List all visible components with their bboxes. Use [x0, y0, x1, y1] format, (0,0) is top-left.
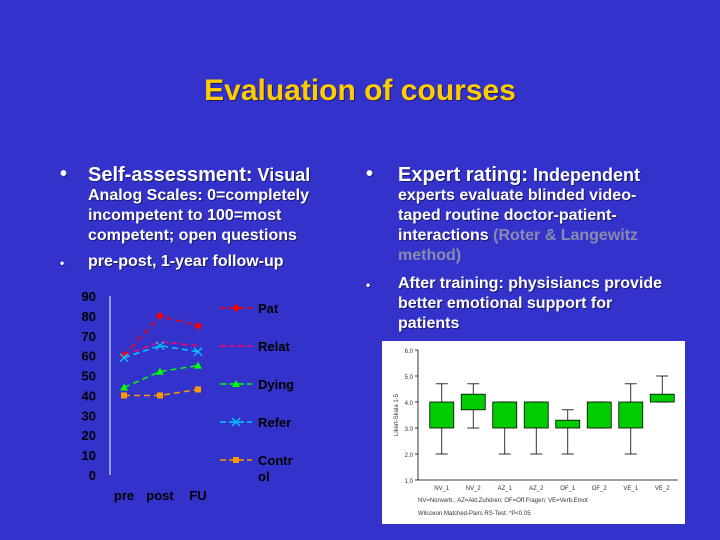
legend-label: Pat	[258, 301, 279, 316]
bullet-text: pre-post, 1-year follow-up	[88, 253, 284, 270]
left-bullet-list: • Self-assessment: Visual Analog Scales:…	[60, 163, 320, 272]
bullet-dot-icon: •	[366, 278, 371, 292]
y-tick-label: 10	[82, 448, 96, 463]
box-of_1	[555, 409, 581, 455]
series-marker	[233, 457, 239, 463]
series-marker	[155, 341, 165, 351]
legend-label: Refer	[258, 415, 291, 430]
box-body	[586, 401, 612, 429]
bullet-heading: Self-assessment:	[88, 164, 253, 186]
box-ve_2	[649, 375, 675, 403]
bullet-body: experts evaluate blinded video-taped rou…	[398, 187, 637, 244]
footnote-test: Wilcoxon Matched-Pairs RS-Test: *P<0.05	[418, 511, 531, 517]
y-tick-label: 6.0	[405, 349, 414, 355]
y-tick-label: 30	[82, 408, 96, 423]
series-marker	[195, 386, 201, 393]
bullet-dot-icon: •	[60, 163, 68, 185]
x-tick-label: VE_2	[655, 486, 670, 492]
method-reference: (Roter & Langewitz method)	[398, 227, 639, 264]
series-refer: Refer	[119, 341, 291, 430]
legend-label: Dying	[258, 377, 294, 392]
legend-label: Relat	[258, 339, 290, 354]
y-tick-label: 4.0	[405, 401, 414, 407]
series-line	[123, 364, 199, 389]
box-az_1	[492, 401, 518, 455]
bullet-dot-icon: •	[366, 163, 374, 185]
right-bullet-list: • Expert rating: Independent experts eva…	[366, 163, 666, 334]
y-tick-label: 80	[82, 309, 96, 324]
box-nv_1	[429, 383, 455, 455]
series-dying: Dying	[120, 361, 294, 392]
series-marker	[231, 417, 241, 427]
y-tick-label: 50	[82, 369, 96, 384]
x-tick-label: AZ_2	[529, 486, 544, 492]
bullet-text: Visual	[252, 165, 311, 185]
box-body	[429, 401, 455, 429]
bullet-follow-up: • pre-post, 1-year follow-up	[60, 252, 320, 272]
bullet-self-assessment: • Self-assessment: Visual	[60, 163, 320, 186]
series-marker	[232, 304, 240, 312]
series-marker	[157, 392, 163, 399]
y-tick-label: 20	[82, 428, 96, 443]
y-tick-label: 40	[82, 388, 96, 403]
series-marker	[156, 311, 164, 320]
x-tick-label: AZ_1	[498, 486, 513, 492]
series-line	[123, 344, 199, 359]
x-tick-label: post	[146, 488, 174, 503]
series-marker	[194, 321, 202, 330]
y-tick-label: 2.0	[405, 453, 414, 459]
series-marker	[120, 383, 128, 391]
box-body	[460, 393, 486, 411]
bullet-text: Independent	[528, 165, 641, 185]
x-tick-label: VE_1	[623, 486, 638, 492]
y-tick-label: 0	[89, 468, 96, 483]
series-marker	[232, 380, 240, 387]
series-pat: Pat	[120, 301, 279, 360]
box-body	[555, 419, 581, 429]
slide-title: Evaluation of courses	[204, 74, 516, 107]
box-plot-chart: 1.0 2.0 3.0 4.0 5.0 6.0 Likert-Skala 1-5 NV_1 NV…	[382, 341, 685, 524]
bullet-text: After training: physisiancs provide bett…	[398, 275, 663, 332]
box-az_2	[523, 401, 549, 455]
series-line	[123, 340, 199, 357]
series-relat: Relat	[123, 339, 290, 357]
x-tick-label: OF_2	[592, 486, 608, 492]
bullet-expert-rating: • Expert rating: Independent	[366, 163, 666, 186]
bullet-heading: Expert rating:	[398, 164, 529, 186]
box-body	[649, 393, 675, 403]
x-tick-label: NV_1	[434, 486, 450, 492]
bullet-text-continued: experts evaluate blinded video-taped rou…	[366, 186, 666, 266]
box-body	[618, 401, 644, 429]
series-marker	[193, 347, 203, 357]
x-tick-label: NV_2	[466, 486, 482, 492]
series-marker	[121, 392, 127, 399]
x-tick-label: FU	[189, 488, 206, 503]
bullet-after-training: • After training: physisiancs provide be…	[366, 274, 666, 334]
legend-label: ol	[258, 469, 270, 484]
y-tick-label: 60	[82, 349, 96, 364]
y-tick-label: 70	[82, 329, 96, 344]
y-tick-label: 3.0	[405, 427, 414, 433]
series-marker	[119, 353, 129, 363]
x-tick-label: pre	[114, 488, 134, 503]
y-tick-label: 1.0	[405, 479, 414, 485]
box-body	[492, 401, 518, 429]
box-nv_2	[460, 383, 486, 429]
footnote-abbreviations: NV=Nonverb.; AZ=Akt.Zuhören; OF=Off.Frag…	[418, 498, 588, 504]
box-body	[523, 401, 549, 429]
y-axis-label: Likert-Skala 1-5	[394, 393, 400, 436]
bullet-text-continued: Analog Scales: 0=completely incompetent …	[88, 187, 309, 244]
y-tick-label: 5.0	[405, 375, 414, 381]
series-marker	[194, 361, 202, 369]
line-chart: 0 10 20 30 40 50 60 70 80 90 pre post FU Pat Relat Dyin…	[60, 284, 320, 504]
series-marker	[156, 367, 164, 375]
legend-label: Contr	[258, 453, 293, 468]
y-tick-label: 90	[82, 289, 96, 304]
bullet-dot-icon: •	[60, 256, 65, 270]
box-of_2	[586, 401, 612, 429]
box-ve_1	[618, 383, 644, 455]
x-tick-label: OF_1	[560, 486, 576, 492]
